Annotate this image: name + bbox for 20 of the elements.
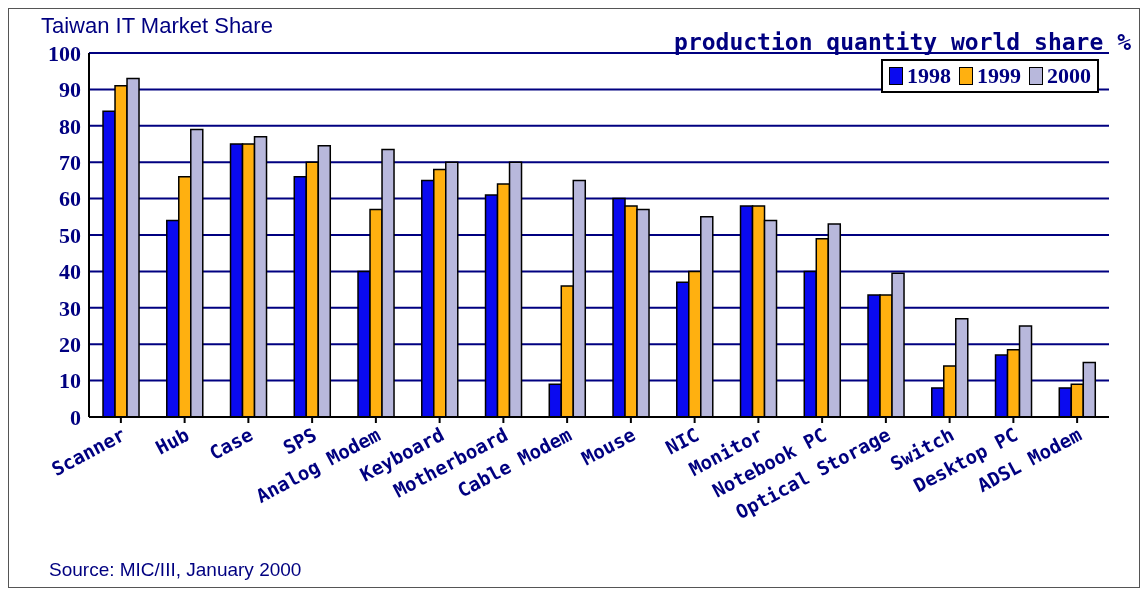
legend-label: 1999	[976, 63, 1021, 89]
y-tick-label: 70	[59, 150, 81, 176]
y-tick-label: 0	[70, 404, 81, 430]
y-tick-label: 50	[59, 222, 81, 248]
legend-label: 2000	[1046, 63, 1091, 89]
y-tick-label: 60	[59, 186, 81, 212]
y-tick-label: 10	[59, 368, 81, 394]
x-tick-label: SPS	[279, 423, 320, 459]
y-tick-label: 20	[59, 332, 81, 358]
y-tick-label: 80	[59, 113, 81, 139]
chart-subtitle: production quantity world share %	[674, 29, 1131, 55]
source-note: Source: MIC/III, January 2000	[49, 559, 302, 581]
legend-label: 1998	[906, 63, 951, 89]
y-tick-label: 100	[48, 40, 81, 66]
x-tick-label: Hub	[151, 423, 193, 459]
y-tick-label: 40	[59, 259, 81, 285]
y-tick-label: 90	[59, 77, 81, 103]
x-tick-label: Case	[205, 423, 257, 465]
y-tick-label: 30	[59, 295, 81, 321]
chart-title: Taiwan IT Market Share	[41, 13, 273, 39]
